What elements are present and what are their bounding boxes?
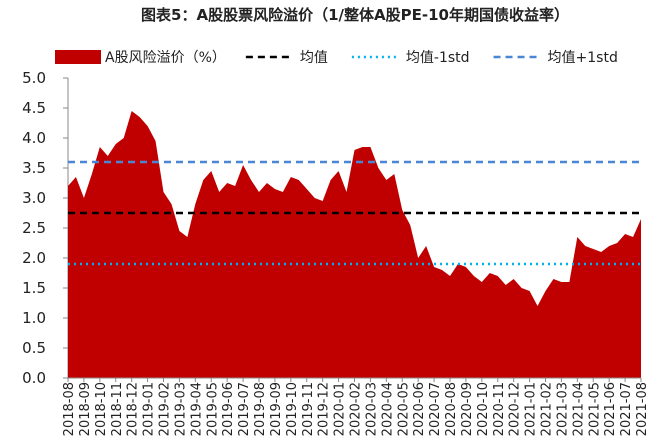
x-tick-label: 2019-09 bbox=[269, 382, 284, 436]
y-tick-label: 5.0 bbox=[22, 69, 46, 87]
y-tick-label: 2.0 bbox=[22, 249, 46, 267]
x-tick-label: 2021-01 bbox=[524, 382, 539, 436]
x-tick-label: 2020-12 bbox=[508, 382, 523, 436]
x-tick-label: 2019-10 bbox=[285, 382, 300, 436]
x-tick-label: 2019-06 bbox=[221, 382, 236, 436]
x-tick-label: 2018-09 bbox=[78, 382, 93, 436]
legend-label: 均值 bbox=[300, 50, 328, 66]
x-tick-label: 2021-06 bbox=[603, 382, 618, 436]
y-tick-label: 3.5 bbox=[22, 159, 46, 177]
x-tick-label: 2021-03 bbox=[555, 382, 570, 436]
x-tick-label: 2019-08 bbox=[253, 382, 268, 436]
y-tick-label: 3.0 bbox=[22, 189, 46, 207]
x-tick-label: 2021-07 bbox=[619, 382, 634, 436]
x-tick-label: 2020-07 bbox=[428, 382, 443, 436]
x-tick-label: 2019-01 bbox=[142, 382, 157, 436]
x-tick-label: 2019-02 bbox=[158, 382, 173, 436]
x-tick-label: 2020-11 bbox=[492, 382, 507, 436]
x-tick-label: 2020-08 bbox=[444, 382, 459, 436]
x-tick-label: 2020-09 bbox=[460, 382, 475, 436]
x-tick-label: 2019-04 bbox=[189, 382, 204, 436]
x-tick-label: 2018-12 bbox=[126, 382, 141, 436]
x-tick-label: 2019-12 bbox=[317, 382, 332, 436]
x-tick-label: 2019-05 bbox=[205, 382, 220, 436]
x-tick-label: 2020-03 bbox=[364, 382, 379, 436]
x-tick-label: 2020-05 bbox=[396, 382, 411, 436]
x-tick-label: 2018-10 bbox=[94, 382, 109, 436]
y-tick-label: 2.5 bbox=[22, 219, 46, 237]
x-tick-label: 2020-01 bbox=[333, 382, 348, 436]
x-tick-label: 2021-05 bbox=[587, 382, 602, 436]
x-tick-label: 2021-08 bbox=[635, 382, 650, 436]
legend-swatch bbox=[55, 50, 101, 64]
legend-label: A股风险溢价（%） bbox=[105, 50, 226, 66]
x-tick-label: 2019-07 bbox=[237, 382, 252, 436]
y-tick-label: 1.5 bbox=[22, 279, 46, 297]
chart-title: 图表5：A股股票风险溢价（1/整体A股PE-10年期国债收益率） bbox=[141, 6, 569, 24]
y-tick-label: 0.5 bbox=[22, 339, 46, 357]
x-tick-label: 2020-06 bbox=[412, 382, 427, 436]
x-tick-label: 2018-08 bbox=[62, 382, 77, 436]
x-tick-label: 2020-02 bbox=[349, 382, 364, 436]
x-tick-label: 2021-02 bbox=[540, 382, 555, 436]
legend-label: 均值+1std bbox=[548, 50, 618, 66]
y-tick-label: 4.0 bbox=[22, 129, 46, 147]
area bbox=[68, 111, 641, 378]
y-tick-label: 1.0 bbox=[22, 309, 46, 327]
x-tick-label: 2021-04 bbox=[571, 382, 586, 436]
x-tick-label: 2019-03 bbox=[173, 382, 188, 436]
x-tick-label: 2020-04 bbox=[380, 382, 395, 436]
y-tick-label: 0.0 bbox=[22, 369, 46, 387]
x-tick-label: 2020-10 bbox=[476, 382, 491, 436]
x-tick-label: 2019-11 bbox=[301, 382, 316, 436]
y-tick-label: 4.5 bbox=[22, 99, 46, 117]
legend-label: 均值-1std bbox=[406, 50, 470, 66]
x-tick-label: 2018-11 bbox=[110, 382, 125, 436]
